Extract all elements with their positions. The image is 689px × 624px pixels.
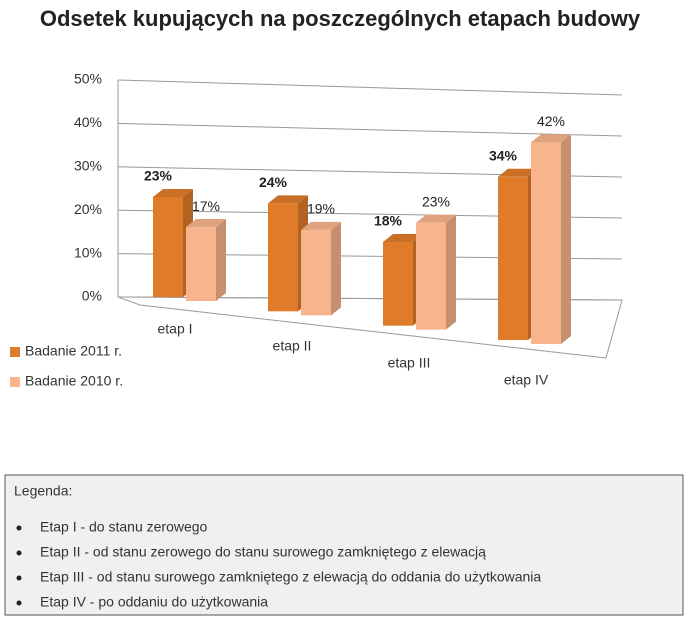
legend-item: Etap IV - po oddaniu do użytkowania xyxy=(40,594,268,610)
y-tick-label: 0% xyxy=(82,288,102,304)
y-tick-label: 20% xyxy=(74,201,102,217)
bullet xyxy=(16,600,22,606)
legend-box-title: Legenda: xyxy=(14,483,72,499)
bar xyxy=(383,241,413,326)
value-label: 17% xyxy=(192,198,220,214)
legend-label: Badanie 2010 r. xyxy=(25,373,123,389)
legend-item: Etap III - od stanu surowego zamkniętego… xyxy=(40,569,541,585)
x-tick-label: etap II xyxy=(273,338,312,354)
x-tick-label: etap I xyxy=(157,321,192,337)
bar-top xyxy=(531,134,571,143)
bar-top xyxy=(268,195,308,204)
value-label: 23% xyxy=(144,168,173,184)
bar xyxy=(268,203,298,312)
value-label: 23% xyxy=(422,193,450,209)
bar-side xyxy=(216,219,226,301)
bullet xyxy=(16,575,22,581)
bar xyxy=(416,222,446,330)
bar xyxy=(531,142,561,344)
y-tick-label: 10% xyxy=(74,244,102,260)
bar xyxy=(498,176,528,340)
bar xyxy=(186,227,216,301)
value-label: 24% xyxy=(259,174,288,190)
value-label: 19% xyxy=(307,201,335,217)
bar-top xyxy=(498,168,538,177)
bar xyxy=(301,229,331,316)
x-tick-label: etap III xyxy=(388,355,431,371)
grid-line xyxy=(117,79,623,96)
y-tick-label: 40% xyxy=(74,114,102,130)
chart-title: Odsetek kupujących na poszczególnych eta… xyxy=(40,6,641,31)
bar-top xyxy=(153,188,193,197)
legend-item: Etap II - od stanu zerowego do stanu sur… xyxy=(40,544,486,560)
legend-label: Badanie 2011 r. xyxy=(25,343,122,359)
bullet xyxy=(16,550,22,556)
legend-item: Etap I - do stanu zerowego xyxy=(40,519,208,535)
value-label: 34% xyxy=(489,148,518,164)
value-label: 18% xyxy=(374,213,403,229)
y-tick-label: 50% xyxy=(74,71,102,87)
bar-top xyxy=(383,233,423,242)
y-tick-label: 30% xyxy=(74,158,102,174)
bar-top xyxy=(301,221,341,230)
legend-box xyxy=(4,474,684,616)
value-label: 42% xyxy=(537,113,565,129)
bar-top xyxy=(186,219,226,228)
bar-top xyxy=(416,214,456,223)
bullet xyxy=(16,525,22,531)
legend-swatch xyxy=(10,347,20,357)
bar-side xyxy=(561,134,571,344)
bar-side xyxy=(331,221,341,316)
bar xyxy=(153,196,183,297)
grid-line xyxy=(117,122,623,137)
legend-swatch xyxy=(10,377,20,387)
bar-side xyxy=(446,214,456,330)
x-tick-label: etap IV xyxy=(504,372,549,388)
